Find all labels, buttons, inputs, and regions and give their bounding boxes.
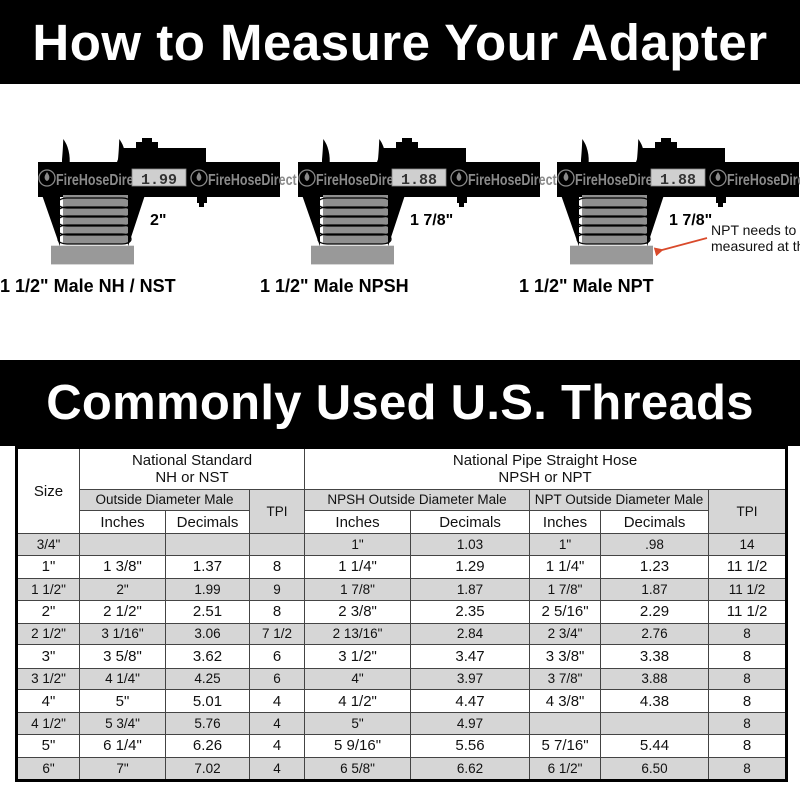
svg-text:1 1/2" Male NPSH: 1 1/2" Male NPSH — [260, 276, 409, 296]
svg-text:NPT needs to be: NPT needs to be — [711, 222, 800, 238]
svg-text:FireHoseDirect: FireHoseDirect — [208, 172, 297, 190]
svg-text:FireHoseDirect: FireHoseDirect — [727, 172, 800, 190]
svg-text:1 7/8": 1 7/8" — [669, 212, 712, 229]
svg-text:1.88: 1.88 — [660, 172, 696, 189]
svg-text:FireHoseDirect: FireHoseDirect — [468, 172, 557, 190]
svg-text:1.99: 1.99 — [141, 172, 177, 189]
svg-text:2": 2" — [150, 212, 166, 229]
svg-text:1 1/2" Male NH / NST: 1 1/2" Male NH / NST — [0, 276, 176, 296]
svg-text:measured at the base: measured at the base — [711, 238, 800, 254]
svg-text:1 7/8": 1 7/8" — [410, 212, 453, 229]
svg-text:FireHoseDirect: FireHoseDirect — [316, 172, 405, 190]
svg-text:FireHoseDirect: FireHoseDirect — [56, 172, 145, 190]
svg-text:FireHoseDirect: FireHoseDirect — [575, 172, 664, 190]
svg-text:1.88: 1.88 — [401, 172, 437, 189]
svg-text:1 1/2" Male NPT: 1 1/2" Male NPT — [519, 276, 654, 296]
